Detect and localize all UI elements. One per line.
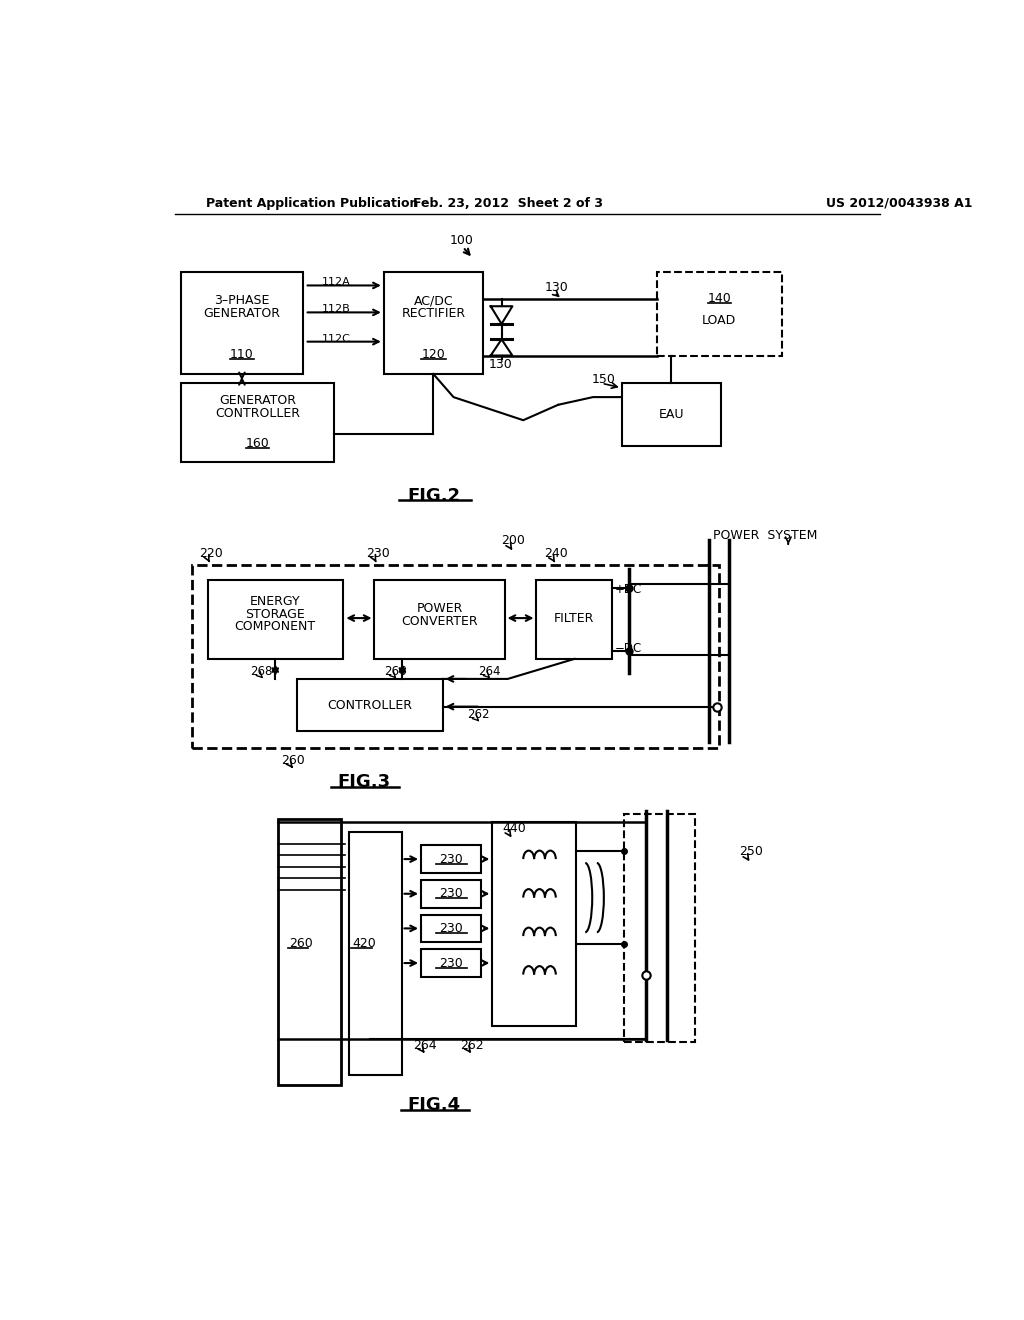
Bar — [493, 822, 575, 1026]
Text: COMPONENT: COMPONENT — [234, 620, 315, 634]
Text: 260: 260 — [289, 937, 313, 950]
Text: 112C: 112C — [322, 334, 350, 343]
Bar — [421, 949, 481, 977]
Text: FIG.3: FIG.3 — [338, 774, 391, 791]
Bar — [375, 581, 505, 659]
Text: Patent Application Publication: Patent Application Publication — [206, 197, 418, 210]
Text: 240: 240 — [544, 546, 568, 560]
Text: 3–PHASE: 3–PHASE — [214, 294, 269, 308]
Text: STORAGE: STORAGE — [246, 607, 305, 620]
Text: CONTROLLER: CONTROLLER — [215, 407, 300, 420]
Text: ENERGY: ENERGY — [250, 595, 301, 609]
Text: 230: 230 — [439, 957, 463, 970]
Text: 112A: 112A — [322, 277, 350, 286]
Bar — [421, 880, 481, 908]
Text: LOAD: LOAD — [702, 314, 736, 326]
Text: FILTER: FILTER — [554, 611, 595, 624]
Text: −DC: −DC — [614, 642, 642, 655]
Bar — [193, 565, 719, 748]
Bar — [421, 845, 481, 873]
Bar — [421, 915, 481, 942]
Text: 220: 220 — [200, 546, 223, 560]
Bar — [208, 581, 343, 659]
Text: 268: 268 — [251, 665, 272, 677]
Text: EAU: EAU — [658, 408, 684, 421]
Text: 110: 110 — [230, 348, 254, 362]
Bar — [656, 272, 782, 355]
Text: 264: 264 — [414, 1039, 437, 1052]
Text: RECTIFIER: RECTIFIER — [401, 306, 466, 319]
Text: 230: 230 — [439, 887, 463, 900]
Text: 140: 140 — [708, 292, 731, 305]
Bar — [180, 383, 334, 462]
Text: 250: 250 — [738, 845, 763, 858]
Bar — [349, 832, 401, 1074]
Text: 262: 262 — [467, 708, 489, 721]
Text: FIG.4: FIG.4 — [408, 1097, 461, 1114]
Text: 260: 260 — [281, 754, 304, 767]
Text: 112B: 112B — [322, 305, 350, 314]
Text: 440: 440 — [503, 822, 526, 834]
Text: +DC: +DC — [614, 583, 642, 597]
Text: 264: 264 — [478, 665, 501, 677]
Bar — [537, 581, 612, 659]
Text: 130: 130 — [545, 281, 568, 294]
Text: FIG.2: FIG.2 — [408, 487, 461, 504]
Text: 230: 230 — [439, 853, 463, 866]
Bar — [278, 818, 341, 1085]
Text: 230: 230 — [366, 546, 390, 560]
Text: 160: 160 — [246, 437, 269, 450]
Text: 230: 230 — [439, 921, 463, 935]
Text: 150: 150 — [592, 372, 615, 385]
Text: 120: 120 — [422, 348, 445, 362]
Bar — [624, 814, 695, 1041]
Text: CONTROLLER: CONTROLLER — [328, 698, 413, 711]
Text: AC/DC: AC/DC — [414, 294, 454, 308]
Text: 200: 200 — [501, 533, 524, 546]
Text: GENERATOR: GENERATOR — [204, 306, 281, 319]
Text: GENERATOR: GENERATOR — [219, 395, 296, 408]
Text: 262: 262 — [460, 1039, 483, 1052]
Text: POWER  SYSTEM: POWER SYSTEM — [713, 529, 817, 543]
Text: CONVERTER: CONVERTER — [401, 615, 478, 628]
Text: 130: 130 — [488, 358, 512, 371]
Text: POWER: POWER — [417, 602, 463, 615]
Bar — [384, 272, 483, 374]
Bar — [180, 272, 303, 374]
Bar — [297, 678, 442, 731]
Text: 266: 266 — [384, 665, 407, 677]
Text: 420: 420 — [352, 937, 377, 950]
Bar — [622, 383, 721, 446]
Text: 100: 100 — [450, 234, 473, 247]
Text: Feb. 23, 2012  Sheet 2 of 3: Feb. 23, 2012 Sheet 2 of 3 — [413, 197, 603, 210]
Text: US 2012/0043938 A1: US 2012/0043938 A1 — [825, 197, 972, 210]
